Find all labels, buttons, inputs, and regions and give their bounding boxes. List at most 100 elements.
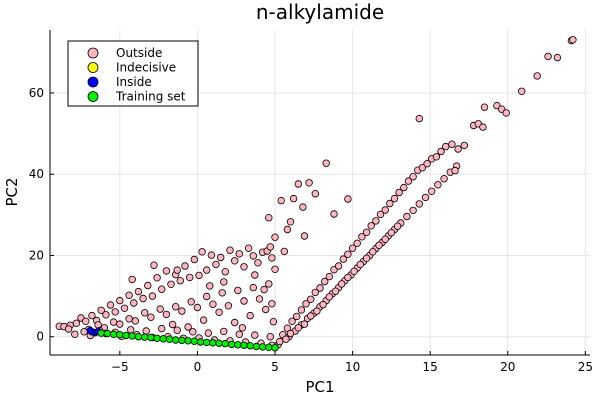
data-point [176, 277, 184, 285]
data-point [260, 285, 268, 294]
data-point [234, 341, 242, 349]
data-point [106, 301, 115, 309]
data-point [244, 244, 253, 252]
data-point [209, 339, 217, 347]
y-tick-label: 40 [29, 167, 44, 181]
data-point [249, 252, 257, 260]
data-point [116, 331, 124, 339]
legend-marker [87, 62, 99, 73]
data-point [434, 181, 442, 189]
legend-label: Indecisive [116, 61, 176, 75]
data-point [187, 298, 195, 306]
data-point [311, 189, 319, 198]
data-point [307, 295, 315, 303]
data-point [202, 292, 211, 301]
data-point [442, 142, 450, 151]
data-point [159, 335, 167, 343]
data-point [325, 293, 333, 301]
data-point [428, 187, 436, 195]
data-point [386, 199, 394, 208]
series-outside [55, 36, 577, 349]
data-point [293, 312, 301, 321]
data-point [299, 203, 307, 211]
data-point [322, 159, 330, 167]
data-point [162, 267, 171, 275]
data-point [400, 183, 408, 192]
data-point [224, 302, 233, 310]
data-point [142, 327, 150, 335]
data-point [178, 307, 186, 315]
data-point [251, 331, 259, 339]
data-point [448, 140, 456, 148]
data-point [171, 336, 180, 344]
y-tick-label: 0 [36, 330, 44, 344]
data-point [544, 52, 552, 61]
data-point [266, 333, 274, 341]
data-point [162, 310, 171, 319]
data-point [134, 333, 143, 341]
data-point [319, 300, 327, 309]
data-point [307, 312, 315, 320]
data-point [150, 261, 158, 269]
data-point [271, 265, 279, 273]
y-ticks: 0 20 40 60 [29, 86, 54, 344]
data-point [440, 174, 448, 183]
x-tick-label: 5 [271, 360, 279, 374]
data-point [432, 153, 441, 161]
data-point [390, 194, 399, 203]
data-point [226, 246, 234, 254]
data-point [220, 327, 228, 336]
data-point [126, 326, 135, 334]
data-point [103, 329, 112, 338]
data-point [140, 333, 149, 341]
data-point [393, 222, 402, 230]
data-point [199, 316, 208, 324]
data-point [209, 300, 217, 308]
data-point [302, 300, 310, 308]
data-point [381, 235, 389, 243]
data-point [268, 254, 276, 262]
points [55, 36, 577, 352]
data-point [131, 317, 139, 325]
data-point [460, 141, 468, 150]
data-point [240, 341, 248, 349]
data-point [102, 311, 110, 319]
data-point [348, 244, 357, 252]
legend-marker [87, 76, 99, 88]
data-point [252, 342, 261, 351]
data-point [156, 305, 164, 313]
legend-label: Training set [115, 90, 186, 104]
data-point [196, 338, 205, 346]
data-point [404, 177, 413, 185]
data-point [72, 319, 81, 327]
data-point [153, 274, 161, 282]
data-point [202, 266, 211, 274]
legend-label: Outside [116, 46, 162, 60]
data-point [350, 267, 358, 275]
data-point [130, 299, 138, 307]
data-point [157, 324, 166, 333]
legend-label: Inside [116, 75, 152, 89]
data-point [251, 271, 259, 279]
data-point [206, 282, 214, 290]
data-point [249, 283, 257, 292]
data-point [294, 324, 302, 332]
data-point [167, 280, 175, 288]
data-point [116, 296, 124, 305]
data-point [313, 307, 321, 315]
data-point [294, 180, 302, 188]
x-tick-label: 0 [194, 360, 202, 374]
data-point [215, 308, 223, 316]
data-point [277, 196, 285, 205]
data-point [321, 277, 329, 286]
legend-marker [87, 47, 99, 59]
data-point [289, 194, 298, 203]
data-point [518, 87, 526, 95]
data-point [184, 337, 192, 345]
data-point [415, 200, 423, 208]
data-point [109, 318, 118, 326]
data-point [173, 266, 181, 274]
data-point [230, 257, 239, 265]
data-point [339, 255, 347, 263]
